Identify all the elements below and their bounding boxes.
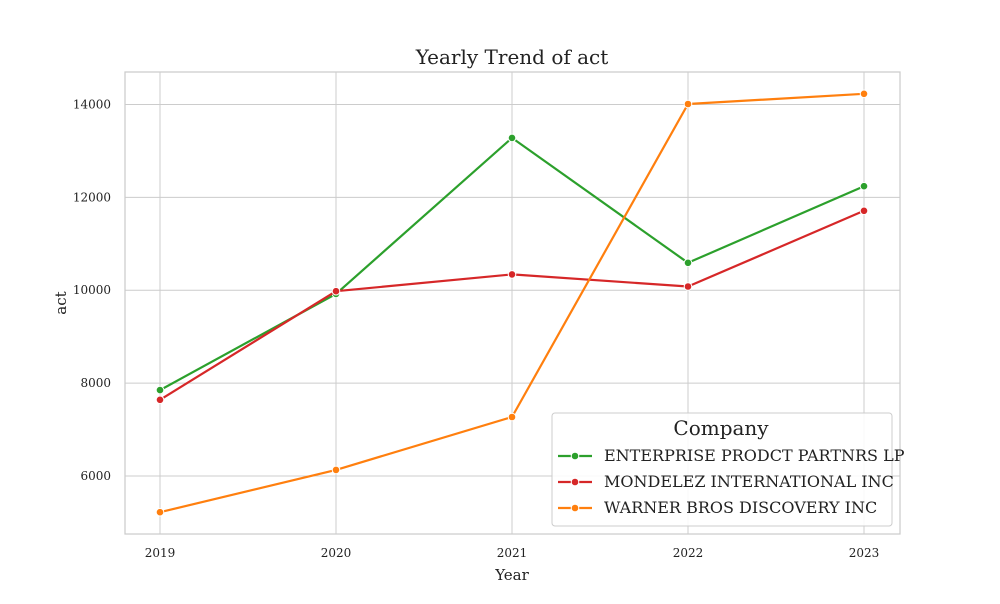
legend-label: WARNER BROS DISCOVERY INC [604,498,877,517]
x-tick-label: 2020 [321,546,352,560]
data-point [155,507,165,517]
data-point [331,465,341,475]
legend-title: Company [673,416,769,440]
legend-entries: ENTERPRISE PRODCT PARTNRS LP MONDELEZ INT… [558,446,905,517]
data-point [683,99,693,109]
x-tick-labels: 2019 2020 2021 2022 2023 [145,546,880,560]
data-point [155,395,165,405]
x-tick-label: 2019 [145,546,176,560]
y-tick-label: 10000 [73,283,111,297]
series-group [155,133,869,395]
x-axis-label: Year [494,566,529,584]
data-point [859,181,869,191]
legend-entry: WARNER BROS DISCOVERY INC [558,498,877,517]
legend-box [551,412,893,527]
legend-label: ENTERPRISE PRODCT PARTNRS LP [604,446,905,465]
series-group [155,206,869,405]
plot-frame [124,71,901,535]
y-tick-labels: 6000 8000 10000 12000 14000 [73,98,111,483]
y-tick-label: 6000 [80,469,111,483]
legend-label: MONDELEZ INTERNATIONAL INC [604,472,894,491]
legend-marker [570,477,580,487]
y-tick-label: 14000 [73,98,111,112]
series-group [155,89,869,517]
data-point [507,133,517,143]
x-tick-label: 2023 [849,546,880,560]
data-point [859,89,869,99]
legend: Company ENTERPRISE PRODCT PARTNRS LP MOND… [551,412,905,527]
series-layer [155,89,869,517]
chart-title: Yearly Trend of act [415,45,609,69]
data-point [155,385,165,395]
legend-entry: MONDELEZ INTERNATIONAL INC [558,472,894,491]
y-axis-label: act [52,291,70,314]
legend-marker [570,451,580,461]
legend-marker [570,503,580,513]
data-point [683,258,693,268]
data-point [507,412,517,422]
gridlines [125,72,900,534]
legend-entry: ENTERPRISE PRODCT PARTNRS LP [558,446,905,465]
data-point [683,282,693,291]
x-tick-label: 2022 [673,546,704,560]
y-tick-label: 8000 [80,376,111,390]
data-point [331,286,341,296]
data-point [507,270,517,279]
y-tick-label: 12000 [73,190,111,204]
x-tick-label: 2021 [497,546,528,560]
data-point [859,206,869,216]
